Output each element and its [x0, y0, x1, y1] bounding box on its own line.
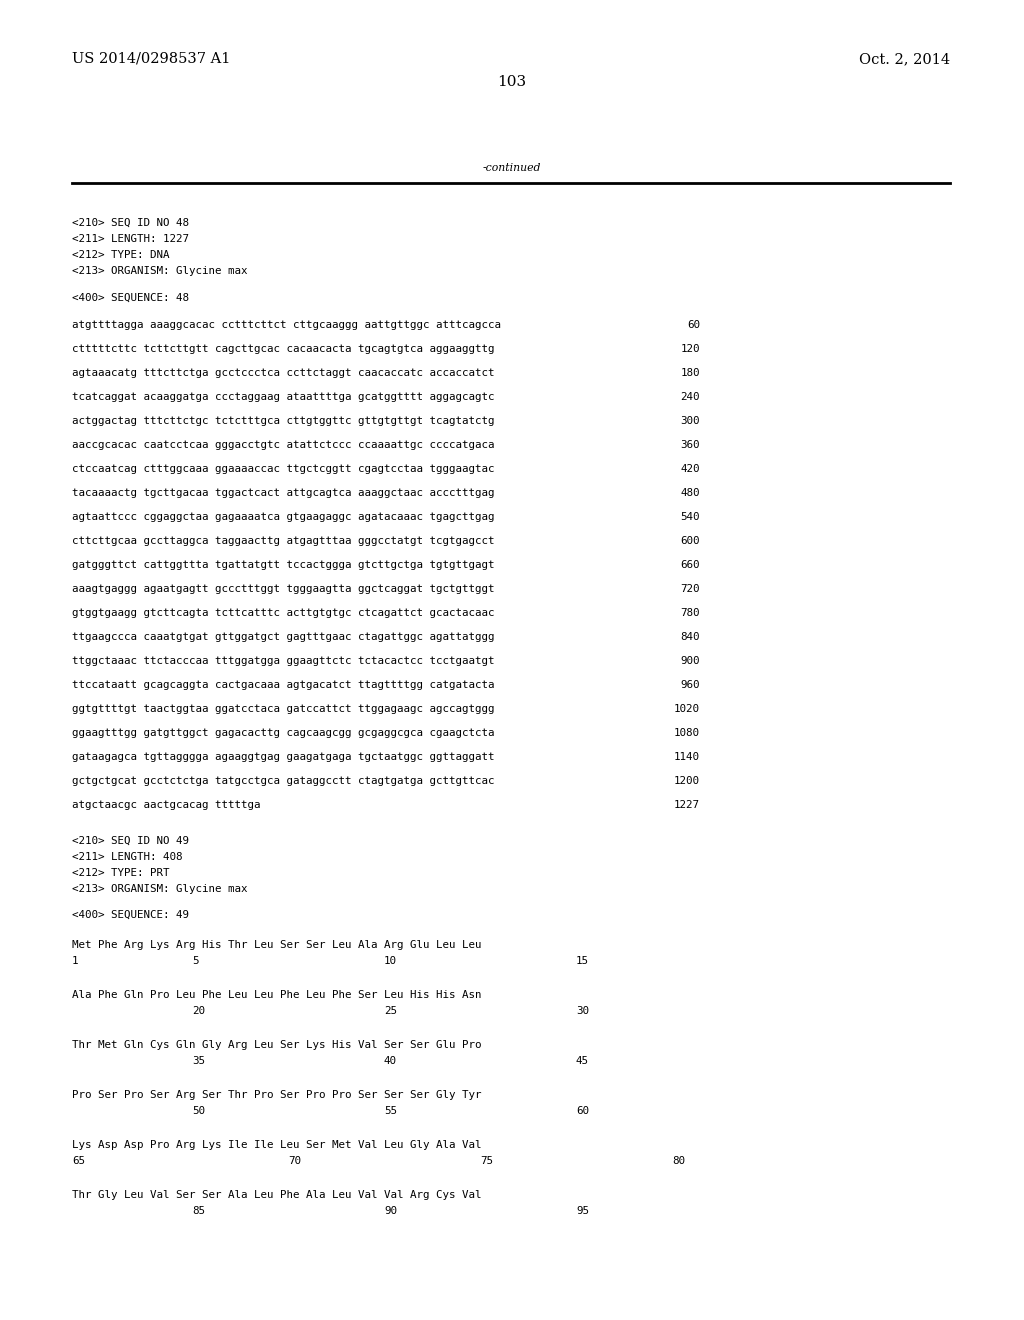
- Text: 900: 900: [681, 656, 700, 667]
- Text: <400> SEQUENCE: 48: <400> SEQUENCE: 48: [72, 293, 189, 304]
- Text: 1200: 1200: [674, 776, 700, 785]
- Text: aaagtgaggg agaatgagtt gccctttggt tgggaagtta ggctcaggat tgctgttggt: aaagtgaggg agaatgagtt gccctttggt tgggaag…: [72, 583, 495, 594]
- Text: 40: 40: [384, 1056, 397, 1067]
- Text: gtggtgaagg gtcttcagta tcttcatttc acttgtgtgc ctcagattct gcactacaac: gtggtgaagg gtcttcagta tcttcatttc acttgtg…: [72, 609, 495, 618]
- Text: tcatcaggat acaaggatga ccctaggaag ataattttga gcatggtttt aggagcagtc: tcatcaggat acaaggatga ccctaggaag ataattt…: [72, 392, 495, 403]
- Text: 840: 840: [681, 632, 700, 642]
- Text: ggaagtttgg gatgttggct gagacacttg cagcaagcgg gcgaggcgca cgaagctcta: ggaagtttgg gatgttggct gagacacttg cagcaag…: [72, 729, 495, 738]
- Text: 60: 60: [687, 319, 700, 330]
- Text: 1140: 1140: [674, 752, 700, 762]
- Text: Lys Asp Asp Pro Arg Lys Ile Ile Leu Ser Met Val Leu Gly Ala Val: Lys Asp Asp Pro Arg Lys Ile Ile Leu Ser …: [72, 1140, 481, 1150]
- Text: <210> SEQ ID NO 49: <210> SEQ ID NO 49: [72, 836, 189, 846]
- Text: US 2014/0298537 A1: US 2014/0298537 A1: [72, 51, 230, 66]
- Text: <213> ORGANISM: Glycine max: <213> ORGANISM: Glycine max: [72, 884, 248, 894]
- Text: 1: 1: [72, 956, 79, 966]
- Text: 600: 600: [681, 536, 700, 546]
- Text: 960: 960: [681, 680, 700, 690]
- Text: agtaattccc cggaggctaa gagaaaatca gtgaagaggc agatacaaac tgagcttgag: agtaattccc cggaggctaa gagaaaatca gtgaaga…: [72, 512, 495, 521]
- Text: 1080: 1080: [674, 729, 700, 738]
- Text: 120: 120: [681, 345, 700, 354]
- Text: 660: 660: [681, 560, 700, 570]
- Text: ctttttcttc tcttcttgtt cagcttgcac cacaacacta tgcagtgtca aggaaggttg: ctttttcttc tcttcttgtt cagcttgcac cacaaca…: [72, 345, 495, 354]
- Text: actggactag tttcttctgc tctctttgca cttgtggttc gttgtgttgt tcagtatctg: actggactag tttcttctgc tctctttgca cttgtgg…: [72, 416, 495, 426]
- Text: 10: 10: [384, 956, 397, 966]
- Text: 75: 75: [480, 1156, 493, 1166]
- Text: 540: 540: [681, 512, 700, 521]
- Text: Ala Phe Gln Pro Leu Phe Leu Leu Phe Leu Phe Ser Leu His His Asn: Ala Phe Gln Pro Leu Phe Leu Leu Phe Leu …: [72, 990, 481, 1001]
- Text: gatgggttct cattggttta tgattatgtt tccactggga gtcttgctga tgtgttgagt: gatgggttct cattggttta tgattatgtt tccactg…: [72, 560, 495, 570]
- Text: atgttttagga aaaggcacac cctttcttct cttgcaaggg aattgttggc atttcagcca: atgttttagga aaaggcacac cctttcttct cttgca…: [72, 319, 501, 330]
- Text: 240: 240: [681, 392, 700, 403]
- Text: ttgaagccca caaatgtgat gttggatgct gagtttgaac ctagattggc agattatggg: ttgaagccca caaatgtgat gttggatgct gagtttg…: [72, 632, 495, 642]
- Text: aaccgcacac caatcctcaa gggacctgtc atattctccc ccaaaattgc ccccatgaca: aaccgcacac caatcctcaa gggacctgtc atattct…: [72, 440, 495, 450]
- Text: <212> TYPE: PRT: <212> TYPE: PRT: [72, 869, 170, 878]
- Text: agtaaacatg tttcttctga gcctccctca ccttctaggt caacaccatc accaccatct: agtaaacatg tttcttctga gcctccctca ccttcta…: [72, 368, 495, 378]
- Text: 25: 25: [384, 1006, 397, 1016]
- Text: 65: 65: [72, 1156, 85, 1166]
- Text: <210> SEQ ID NO 48: <210> SEQ ID NO 48: [72, 218, 189, 228]
- Text: 70: 70: [288, 1156, 301, 1166]
- Text: gctgctgcat gcctctctga tatgcctgca gataggcctt ctagtgatga gcttgttcac: gctgctgcat gcctctctga tatgcctgca gataggc…: [72, 776, 495, 785]
- Text: 80: 80: [672, 1156, 685, 1166]
- Text: 35: 35: [193, 1056, 205, 1067]
- Text: ggtgttttgt taactggtaa ggatcctaca gatccattct ttggagaagc agccagtggg: ggtgttttgt taactggtaa ggatcctaca gatccat…: [72, 704, 495, 714]
- Text: 55: 55: [384, 1106, 397, 1115]
- Text: 30: 30: [575, 1006, 589, 1016]
- Text: 45: 45: [575, 1056, 589, 1067]
- Text: 90: 90: [384, 1206, 397, 1216]
- Text: Oct. 2, 2014: Oct. 2, 2014: [859, 51, 950, 66]
- Text: 360: 360: [681, 440, 700, 450]
- Text: Pro Ser Pro Ser Arg Ser Thr Pro Ser Pro Pro Ser Ser Ser Gly Tyr: Pro Ser Pro Ser Arg Ser Thr Pro Ser Pro …: [72, 1090, 481, 1100]
- Text: Thr Gly Leu Val Ser Ser Ala Leu Phe Ala Leu Val Val Arg Cys Val: Thr Gly Leu Val Ser Ser Ala Leu Phe Ala …: [72, 1191, 481, 1200]
- Text: 60: 60: [575, 1106, 589, 1115]
- Text: <213> ORGANISM: Glycine max: <213> ORGANISM: Glycine max: [72, 267, 248, 276]
- Text: 85: 85: [193, 1206, 205, 1216]
- Text: 1020: 1020: [674, 704, 700, 714]
- Text: cttcttgcaa gccttaggca taggaacttg atgagtttaa gggcctatgt tcgtgagcct: cttcttgcaa gccttaggca taggaacttg atgagtt…: [72, 536, 495, 546]
- Text: gataagagca tgttagggga agaaggtgag gaagatgaga tgctaatggc ggttaggatt: gataagagca tgttagggga agaaggtgag gaagatg…: [72, 752, 495, 762]
- Text: <212> TYPE: DNA: <212> TYPE: DNA: [72, 249, 170, 260]
- Text: 180: 180: [681, 368, 700, 378]
- Text: tacaaaactg tgcttgacaa tggactcact attgcagtca aaaggctaac accctttgag: tacaaaactg tgcttgacaa tggactcact attgcag…: [72, 488, 495, 498]
- Text: Met Phe Arg Lys Arg His Thr Leu Ser Ser Leu Ala Arg Glu Leu Leu: Met Phe Arg Lys Arg His Thr Leu Ser Ser …: [72, 940, 481, 950]
- Text: 20: 20: [193, 1006, 205, 1016]
- Text: 50: 50: [193, 1106, 205, 1115]
- Text: -continued: -continued: [482, 162, 542, 173]
- Text: ctccaatcag ctttggcaaa ggaaaaccac ttgctcggtt cgagtcctaa tgggaagtac: ctccaatcag ctttggcaaa ggaaaaccac ttgctcg…: [72, 465, 495, 474]
- Text: 1227: 1227: [674, 800, 700, 810]
- Text: 15: 15: [575, 956, 589, 966]
- Text: 103: 103: [498, 75, 526, 88]
- Text: 420: 420: [681, 465, 700, 474]
- Text: 480: 480: [681, 488, 700, 498]
- Text: ttccataatt gcagcaggta cactgacaaa agtgacatct ttagttttgg catgatacta: ttccataatt gcagcaggta cactgacaaa agtgaca…: [72, 680, 495, 690]
- Text: 780: 780: [681, 609, 700, 618]
- Text: 720: 720: [681, 583, 700, 594]
- Text: <400> SEQUENCE: 49: <400> SEQUENCE: 49: [72, 909, 189, 920]
- Text: 300: 300: [681, 416, 700, 426]
- Text: Thr Met Gln Cys Gln Gly Arg Leu Ser Lys His Val Ser Ser Glu Pro: Thr Met Gln Cys Gln Gly Arg Leu Ser Lys …: [72, 1040, 481, 1049]
- Text: 95: 95: [575, 1206, 589, 1216]
- Text: atgctaacgc aactgcacag tttttga: atgctaacgc aactgcacag tttttga: [72, 800, 260, 810]
- Text: <211> LENGTH: 408: <211> LENGTH: 408: [72, 851, 182, 862]
- Text: 5: 5: [193, 956, 199, 966]
- Text: <211> LENGTH: 1227: <211> LENGTH: 1227: [72, 234, 189, 244]
- Text: ttggctaaac ttctacccaa tttggatgga ggaagttctc tctacactcc tcctgaatgt: ttggctaaac ttctacccaa tttggatgga ggaagtt…: [72, 656, 495, 667]
